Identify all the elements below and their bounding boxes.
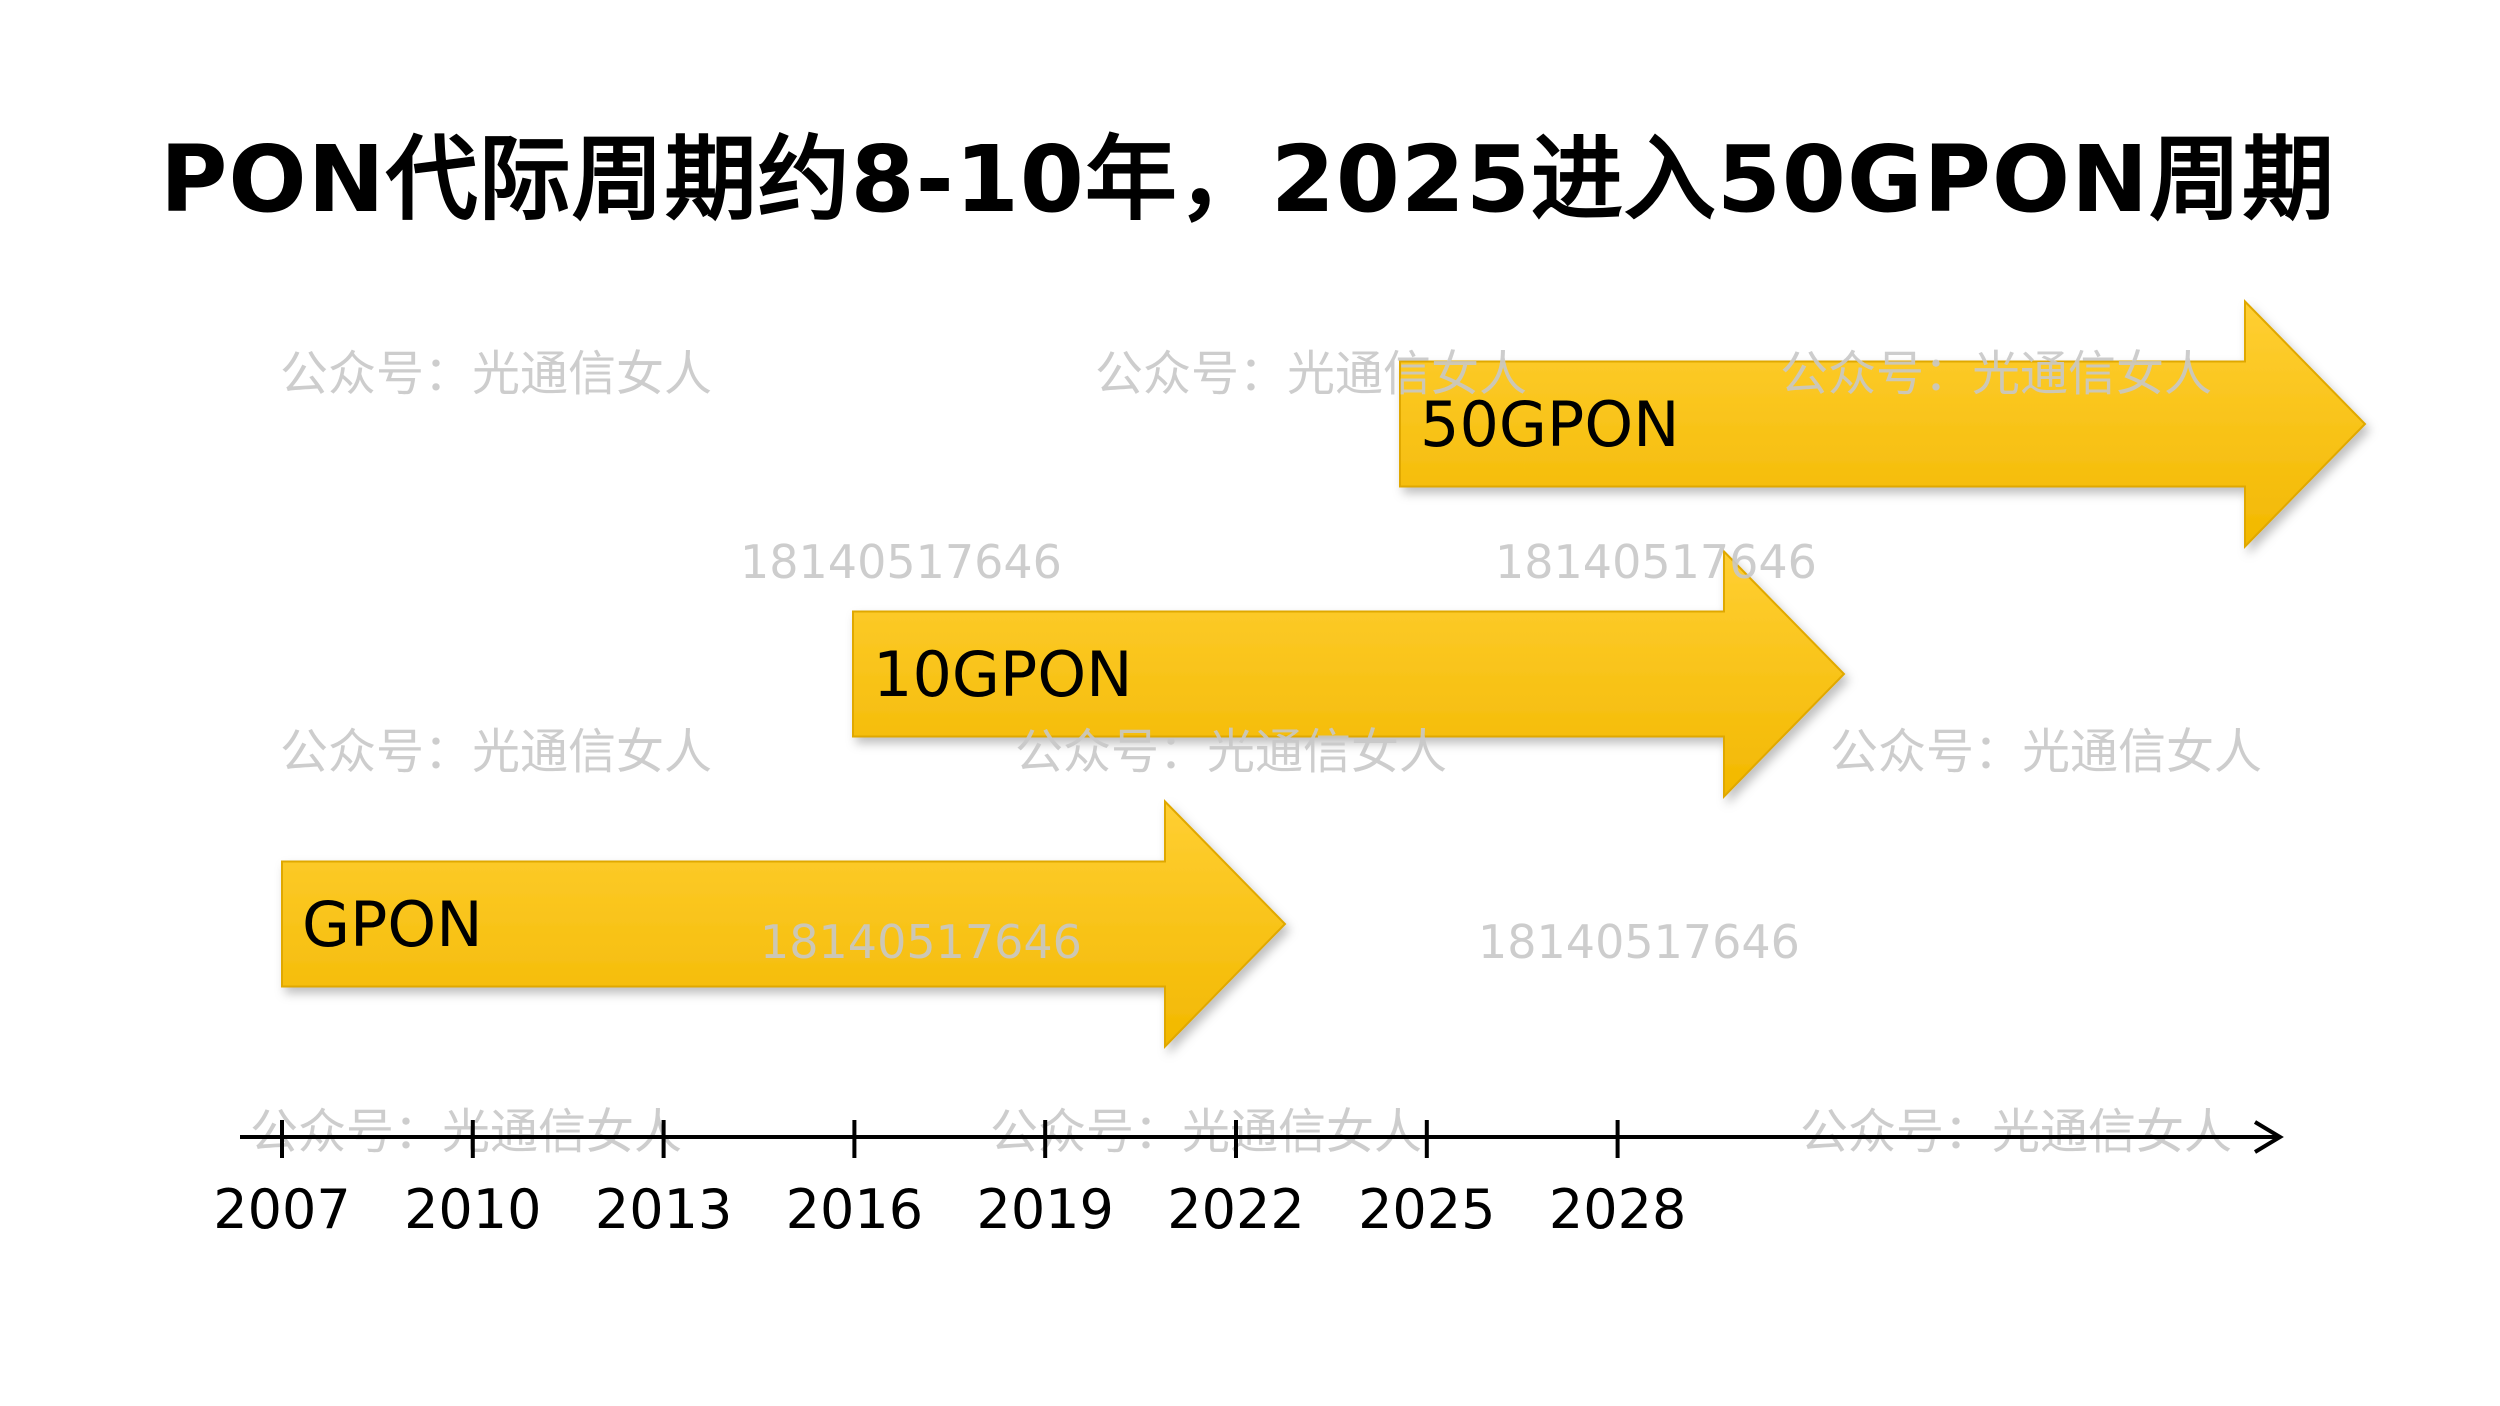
watermark-text: 18140517646 — [1495, 535, 1817, 589]
watermark-text: 公众号：光通信女人 — [250, 1104, 682, 1160]
generation-arrows: 50GPON 10GPON GPON — [281, 299, 2367, 1049]
axis-year-label: 2022 — [1167, 1178, 1304, 1241]
watermark-text: 公众号：光通信女人 — [1780, 346, 2212, 402]
axis-year-label: 2025 — [1358, 1178, 1495, 1241]
axis-year-label: 2010 — [404, 1178, 541, 1241]
watermark-text: 公众号：光通信女人 — [280, 724, 712, 780]
watermark-text: 公众号：光通信女人 — [280, 346, 712, 402]
generation-arrow-gpon: GPON — [281, 799, 1287, 1049]
axis-year-label: 2028 — [1549, 1178, 1686, 1241]
arrow-shape — [281, 799, 1287, 1049]
arrow-label: 10GPON — [873, 638, 1133, 711]
watermark-text: 公众号：光通信女人 — [1015, 724, 1447, 780]
timeline-axis: 2007 2010 2013 2016 2019 2022 2025 2028 — [213, 1120, 2284, 1241]
watermark-text: 公众号：光通信女人 — [1830, 724, 2262, 780]
arrow-label: 50GPON — [1420, 388, 1680, 461]
arrow-label: GPON — [302, 888, 483, 961]
axis-year-label: 2016 — [786, 1178, 923, 1241]
generation-arrow-10gpon: 10GPON — [852, 549, 1846, 799]
axis-year-label: 2013 — [595, 1178, 732, 1241]
watermark-text: 公众号：光通信女人 — [1095, 346, 1527, 402]
axis-year-label: 2007 — [213, 1178, 350, 1241]
watermark-text: 公众号：光通信女人 — [990, 1104, 1422, 1160]
watermark-text: 18140517646 — [760, 915, 1082, 969]
page-title: PON代际周期约8-10年，2025进入50GPON周期 — [160, 126, 2336, 233]
watermark-text: 18140517646 — [740, 535, 1062, 589]
axis-year-label: 2019 — [976, 1178, 1113, 1241]
generation-arrow-50gpon: 50GPON — [1399, 299, 2367, 549]
watermark-text: 18140517646 — [1478, 915, 1800, 969]
axis-arrowhead — [2253, 1120, 2284, 1154]
arrow-shape — [1399, 299, 2367, 549]
watermark-text: 公众号：光通信女人 — [1800, 1104, 2232, 1160]
arrow-shape — [852, 549, 1846, 799]
